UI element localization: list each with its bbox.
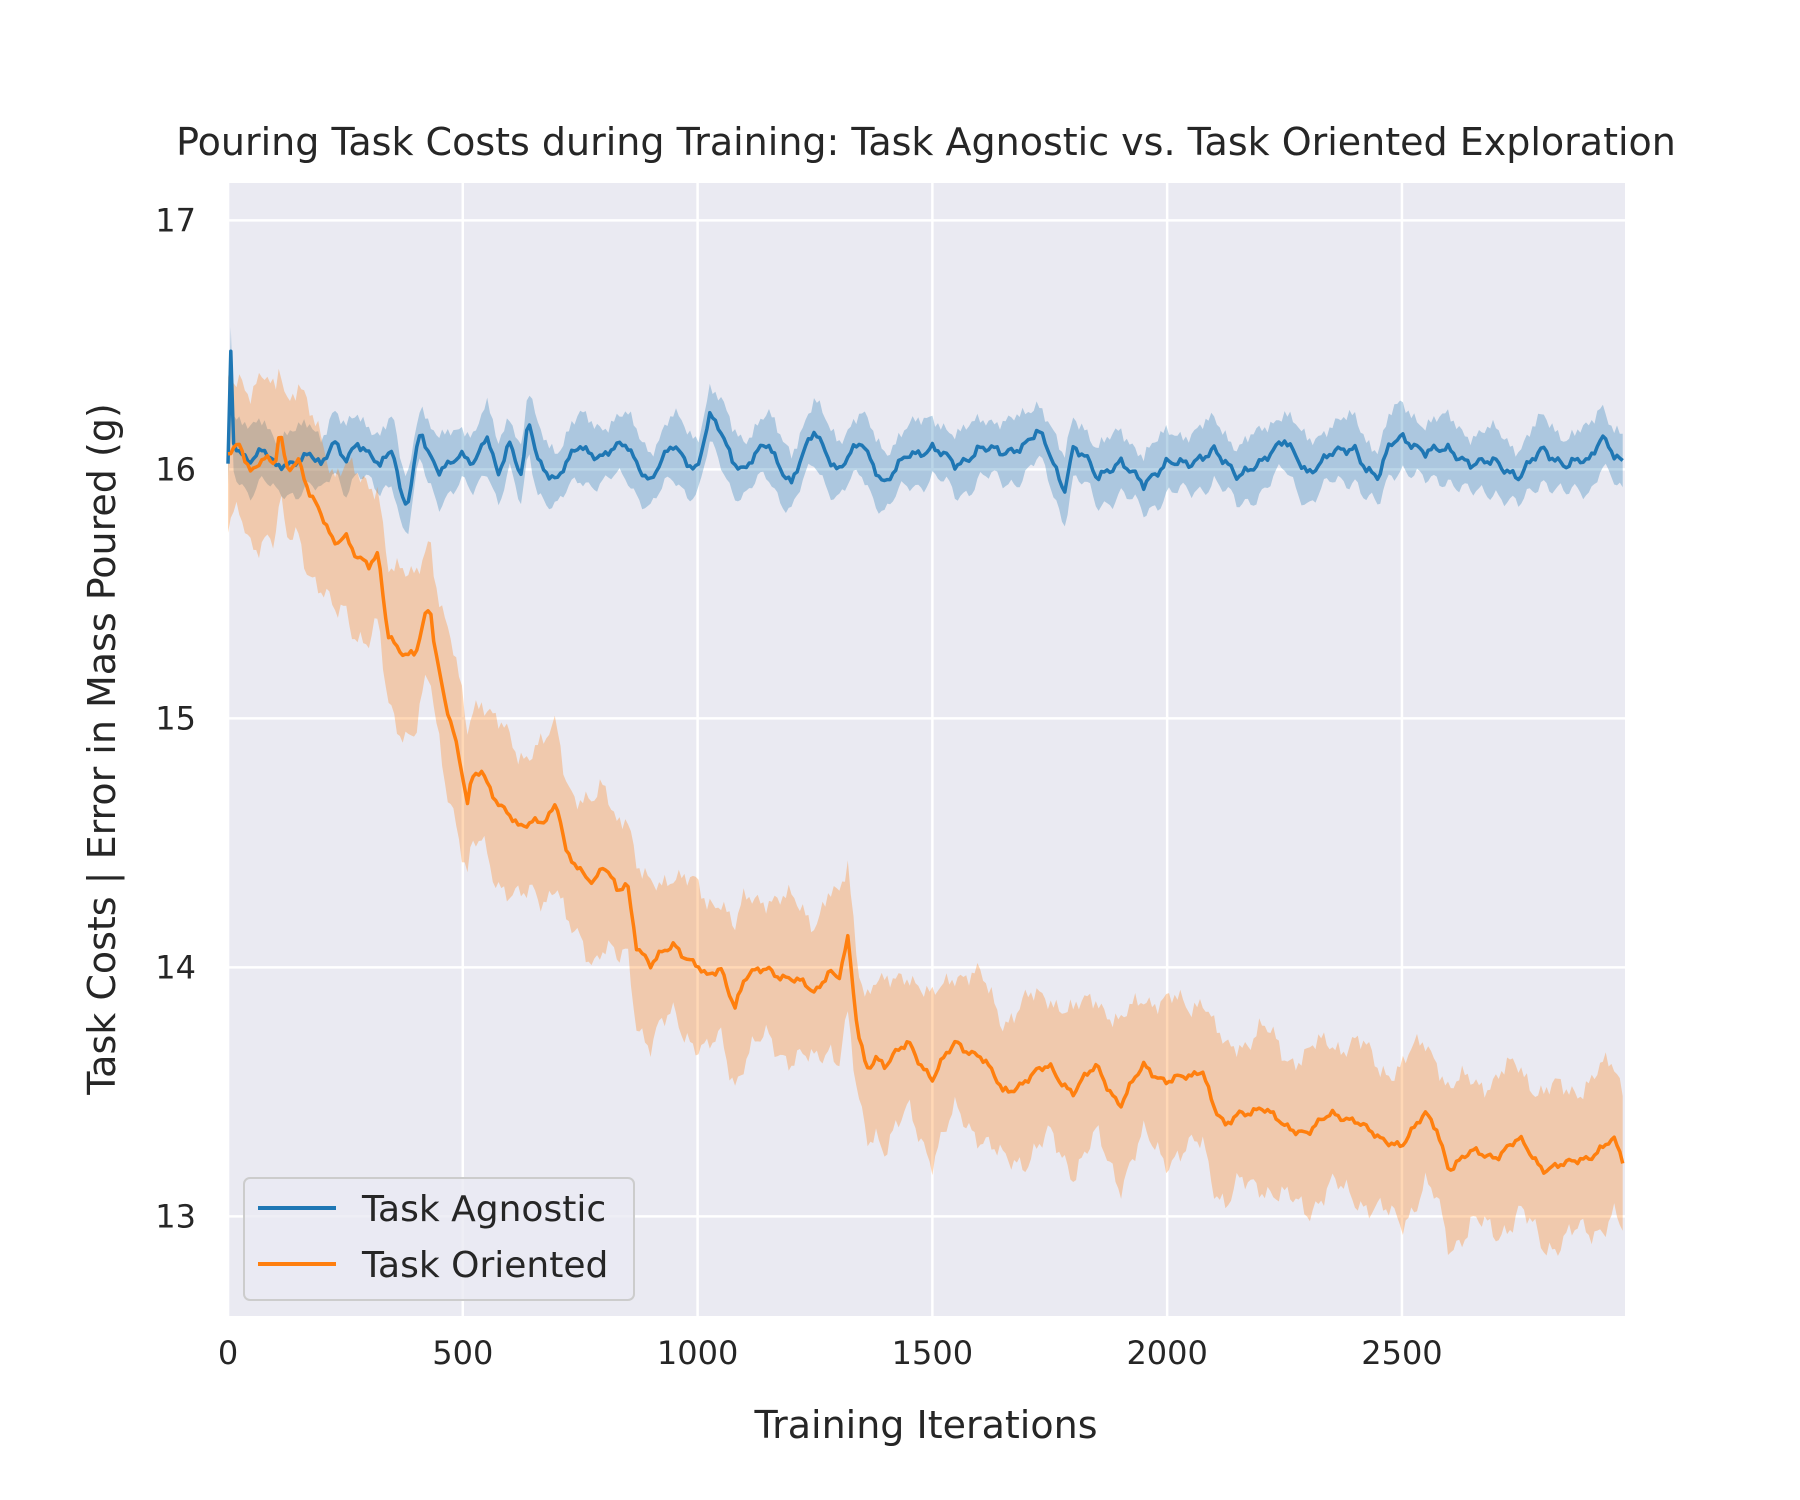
band-task-agnostic [228,327,1623,535]
y-tick-label: 15 [155,699,196,737]
x-tick-label: 2500 [1361,1334,1442,1372]
x-tick-label: 2000 [1126,1334,1207,1372]
y-tick-labels: 13 14 15 16 17 [155,201,196,1235]
band-task-oriented [228,368,1623,1256]
chart-title: Pouring Task Costs during Training: Task… [176,120,1676,164]
y-tick-label: 13 [155,1197,196,1235]
gridlines [226,183,1625,1316]
line-task-agnostic [226,349,1624,506]
line-task-oriented [227,435,1625,1175]
x-axis-label: Training Iterations [753,1403,1097,1447]
legend-box [243,1177,635,1301]
series-lines [226,349,1625,1175]
legend-label-task-oriented: Task Oriented [361,1245,608,1286]
y-tick-label: 17 [155,201,196,239]
x-tick-label: 1000 [657,1334,738,1372]
x-tick-label: 1500 [892,1334,973,1372]
plot-area [228,183,1625,1316]
confidence-bands [228,327,1623,1256]
legend-label-task-agnostic: Task Agnostic [361,1189,606,1230]
y-tick-label: 14 [155,948,196,986]
legend: Task Agnostic Task Oriented [243,1177,635,1301]
y-axis-label: Task Costs | Error in Mass Poured (g) [80,403,125,1096]
x-tick-label: 500 [432,1334,493,1372]
x-tick-label: 0 [218,1334,238,1372]
x-tick-labels: 0 500 1000 1500 2000 2500 [218,1334,1443,1372]
y-tick-label: 16 [155,450,196,488]
